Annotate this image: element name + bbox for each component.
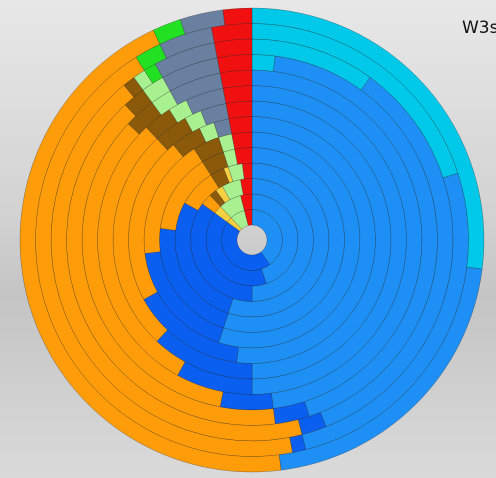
ring-segment [228,116,253,135]
ring-segment [222,7,253,26]
ring-segment [225,100,253,119]
ring-segment [234,147,253,165]
ring-segment [251,54,276,72]
ring-segment [231,131,253,150]
ring-segment [217,54,253,74]
ring-segment [222,85,253,104]
ring-segment [219,69,253,89]
chart-title: W3s [462,18,496,38]
ring-segment [219,391,274,411]
ring-segment [242,162,253,180]
